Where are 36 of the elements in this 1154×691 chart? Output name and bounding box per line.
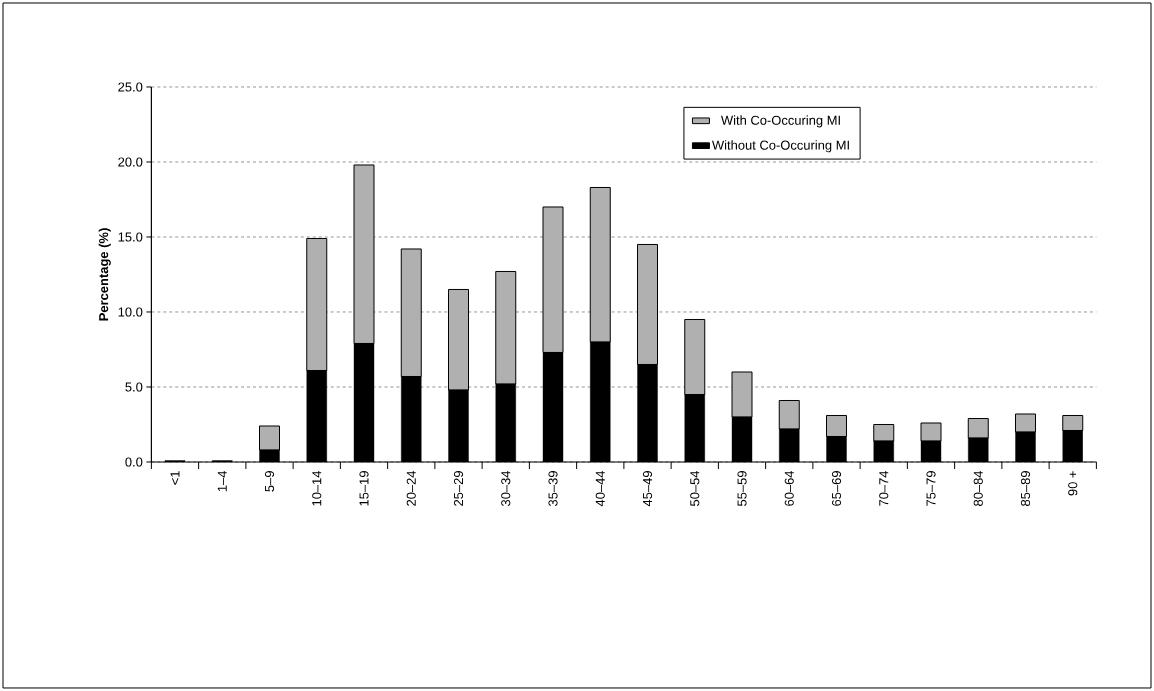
x-tick-label: 25–29 <box>453 471 464 506</box>
y-tick-label: 5.0 <box>125 382 143 392</box>
y-tick-label: 25.0 <box>118 82 143 92</box>
x-tick-label: 45–49 <box>642 471 653 507</box>
bar <box>778 399 800 430</box>
legend-label: Without Co-Occuring MI <box>711 140 849 153</box>
x-tick-label: 60–64 <box>784 470 794 506</box>
x-tick-label: 80–84 <box>973 470 983 506</box>
x-tick-label: 35–39 <box>548 471 558 507</box>
x-tick-label: 90 + <box>1068 471 1078 496</box>
bar <box>873 423 895 442</box>
x-tick-label: 75–79 <box>926 471 936 506</box>
x-tick-label: 40–44 <box>595 470 605 507</box>
y-axis-title: Percentage (%) <box>98 228 111 321</box>
x-tick-label: 5–9 <box>264 471 275 492</box>
x-tick-label: 20–24 <box>406 470 416 506</box>
y-tick-label: 10.0 <box>118 307 143 317</box>
bar <box>967 417 989 439</box>
x-tick-label: 65–69 <box>831 471 842 506</box>
x-tick-label: 50–54 <box>690 470 700 506</box>
bar <box>259 425 281 451</box>
x-tick-label: 85–89 <box>1020 471 1031 506</box>
x-tick-label: 15–19 <box>359 471 369 506</box>
bar <box>731 371 753 418</box>
x-tick-label: 1–4 <box>217 470 227 492</box>
y-tick-label: 15.0 <box>118 232 143 242</box>
bar <box>1015 413 1037 433</box>
x-tick-label: 30–34 <box>501 470 511 507</box>
bar <box>920 422 942 442</box>
x-tick-label: 55–59 <box>737 471 747 506</box>
y-tick-label: 20.0 <box>118 157 143 167</box>
x-tick-label: 70–74 <box>879 470 889 506</box>
legend-label: With Co-Occuring MI <box>720 115 840 128</box>
x-tick-label: 10–14 <box>312 470 322 506</box>
x-tick-label: <1 <box>170 471 180 485</box>
y-tick-label: 0.0 <box>125 457 143 467</box>
